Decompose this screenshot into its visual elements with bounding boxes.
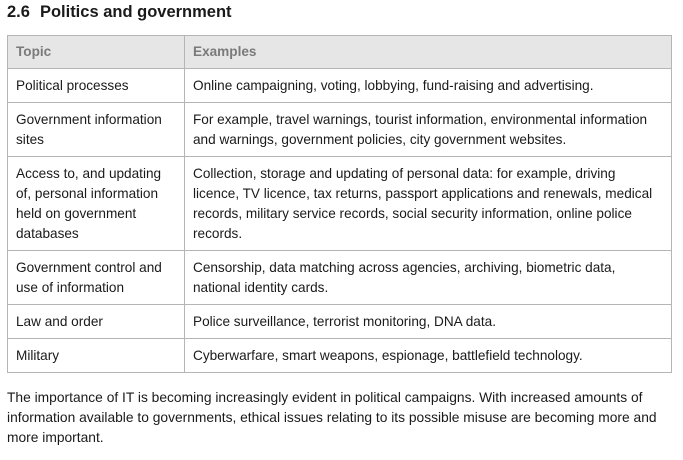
table-body: Political processes Online campaigning, v… (7, 68, 672, 373)
examples-cell: Police surveillance, terrorist monitorin… (184, 304, 672, 339)
header-cell: Topic (7, 35, 185, 69)
examples-cell: Censorship, data matching across agencie… (184, 250, 672, 305)
topic-cell: Government information sites (7, 102, 185, 157)
table-row: Government information sites For example,… (7, 102, 672, 157)
table-row: Political processes Online campaigning, v… (7, 68, 672, 103)
topic-cell: Political processes (7, 68, 185, 103)
examples-cell: Collection, storage and updating of pers… (184, 156, 672, 251)
examples-cell: Online campaigning, voting, lobbying, fu… (184, 68, 672, 103)
table-row: Law and order Police surveillance, terror… (7, 304, 672, 339)
header-row: Topic Examples (7, 35, 672, 69)
examples-cell: Cyberwarfare, smart weapons, espionage, … (184, 338, 672, 373)
topic-cell: Military (7, 338, 185, 373)
section-number: 2.6 (7, 3, 30, 21)
examples-cell: For example, travel warnings, tourist in… (184, 102, 672, 157)
topic-cell: Government control and use of informatio… (7, 250, 185, 305)
topic-cell: Law and order (7, 304, 185, 339)
header-cell: Examples (184, 35, 672, 69)
section-heading: 2.6 Politics and government (7, 3, 232, 22)
table-row: Access to, and updating of, personal inf… (7, 156, 672, 251)
topics-table: Topic Examples Political processes Online… (7, 35, 672, 373)
table-row: Government control and use of informatio… (7, 250, 672, 305)
table-row: Military Cyberwarfare, smart weapons, esp… (7, 338, 672, 373)
topic-cell: Access to, and updating of, personal inf… (7, 156, 185, 251)
section-title: Politics and government (39, 3, 232, 21)
body-paragraph: The importance of IT is becoming increas… (7, 390, 657, 445)
